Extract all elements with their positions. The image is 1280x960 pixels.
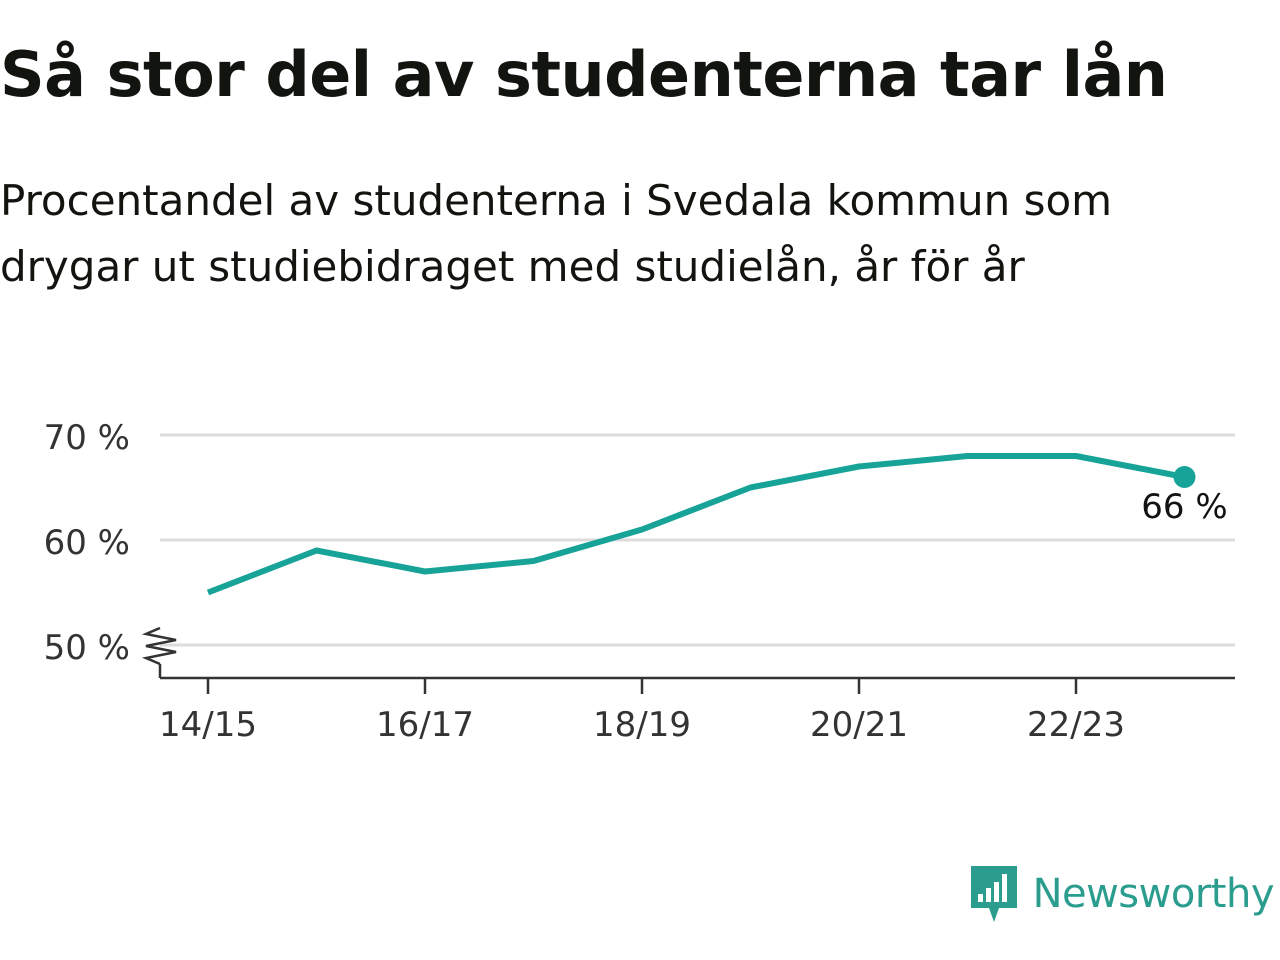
- y-tick-label: 50 %: [44, 628, 130, 668]
- series-line: [206, 453, 1186, 596]
- end-value-label: 66 %: [1141, 487, 1227, 527]
- y-tick-label: 60 %: [44, 523, 130, 563]
- x-tick-label: 18/19: [593, 705, 691, 745]
- series: 66 %: [206, 453, 1228, 596]
- end-point: [1173, 466, 1196, 488]
- brand-logo: Newsworthy: [969, 864, 1275, 924]
- y-axis-ticks: 50 % 60 % 70 %: [44, 418, 130, 668]
- x-tick-label: 16/17: [376, 705, 474, 745]
- x-tick-label: 14/15: [159, 705, 257, 745]
- brand-name: Newsworthy: [1032, 871, 1275, 917]
- newsworthy-chart-bubble-icon: [970, 866, 1017, 922]
- chart-title: Så stor del av studenterna tar lån: [0, 38, 1168, 111]
- y-axis-break: [141, 626, 177, 666]
- x-axis-ticks: 14/15 16/17 18/19 20/21 22/23: [159, 678, 1125, 745]
- y-tick-label: 70 %: [44, 418, 130, 458]
- chart-subtitle: Procentandel av studenterna i Svedala ko…: [0, 176, 1113, 291]
- x-tick-label: 20/21: [810, 705, 908, 745]
- x-tick-label: 22/23: [1027, 705, 1125, 745]
- x-axis: [141, 626, 1235, 680]
- gridlines: [160, 433, 1235, 647]
- line-chart: 50 % 60 % 70 % 14/15 16/17 18/19 20/21 22/23 6…: [44, 418, 1235, 745]
